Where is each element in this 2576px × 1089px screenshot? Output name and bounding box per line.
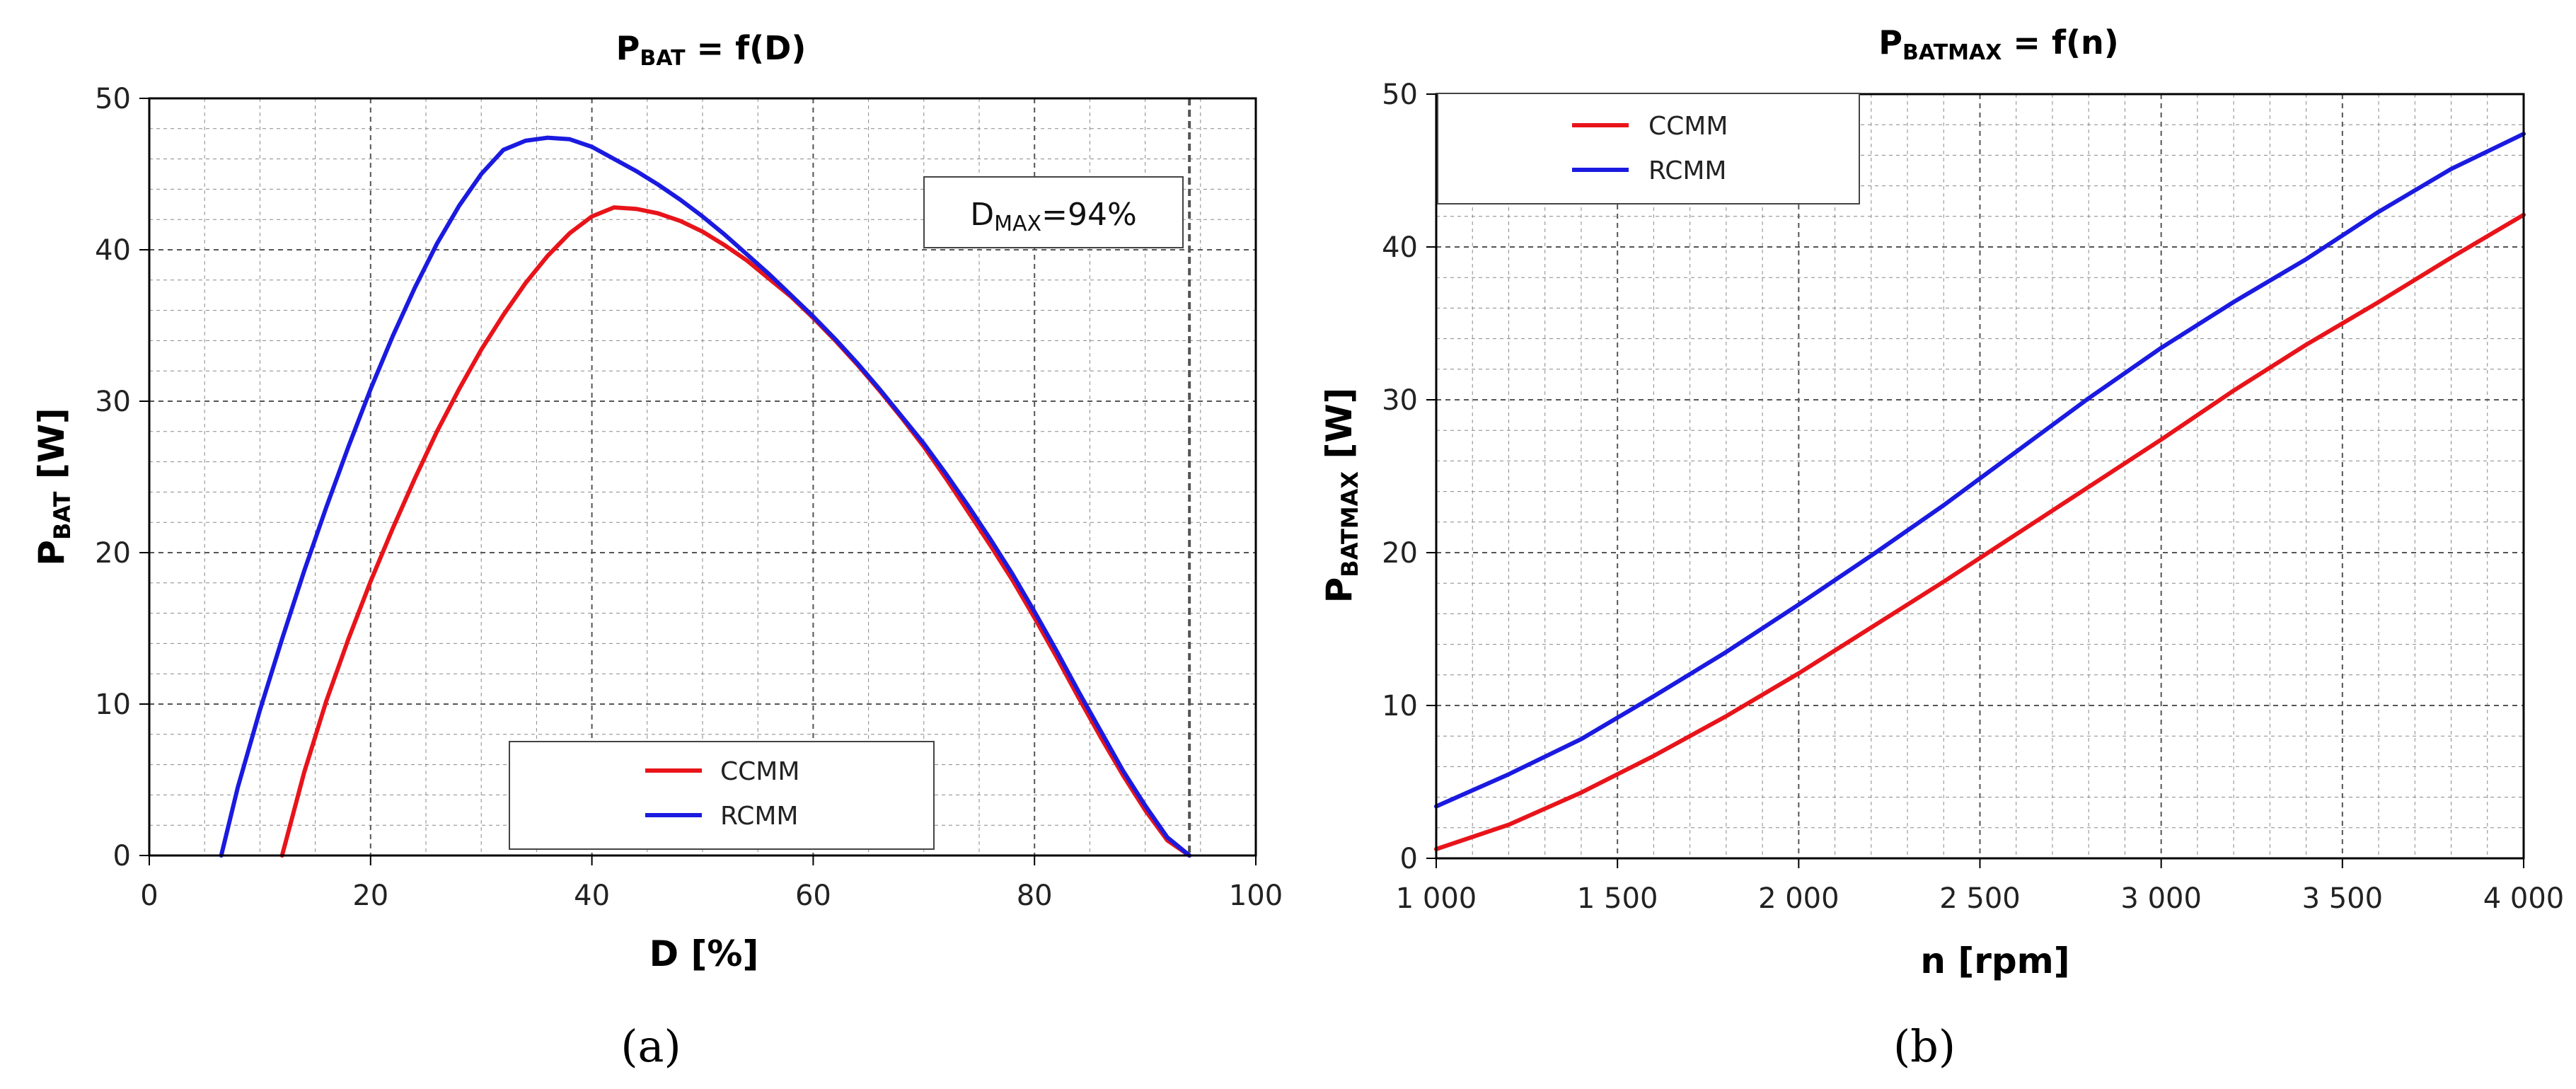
chart-b-legend-box <box>1437 93 1860 204</box>
chart-a-x-label: D [%] <box>649 933 759 974</box>
chart-a-title: PBAT = f(D) <box>616 29 807 71</box>
dmax-annotation: DMAX=94% <box>970 197 1137 236</box>
chart-a-plot-frame <box>148 97 1257 857</box>
series-line-ccmm <box>279 205 1192 858</box>
y-tick-label: 0 <box>1400 843 1418 875</box>
x-tick-label: 0 <box>140 880 158 912</box>
chart-a-major-grid <box>149 98 1256 855</box>
chart-b-legend-label-rcmm: RCMM <box>1648 156 1726 185</box>
chart-a-y-label: PBAT [W] <box>31 408 76 565</box>
x-tick-label: 3 500 <box>2302 882 2384 915</box>
x-tick-label: 1 000 <box>1396 882 1477 915</box>
x-tick-label: 4 000 <box>2483 882 2565 915</box>
y-tick-label: 30 <box>95 386 131 418</box>
x-tick-label: 2 000 <box>1758 882 1839 915</box>
chart-a-legend: CCMM RCMM <box>509 741 935 850</box>
chart-a: PBAT = f(D) 0 20 40 60 80 100 0 10 20 30 40 50 D [… <box>31 29 1283 1072</box>
y-tick-label: 40 <box>1382 231 1418 264</box>
chart-b-series <box>1434 132 2526 851</box>
y-tick-label: 50 <box>1382 79 1418 111</box>
chart-a-series <box>219 135 1192 858</box>
series-line-ccmm <box>1434 212 2526 851</box>
chart-b-x-label: n [rpm] <box>1920 940 2069 981</box>
y-tick-label: 30 <box>1382 384 1418 417</box>
x-tick-label: 2 500 <box>1939 882 2021 915</box>
y-tick-label: 0 <box>113 840 131 872</box>
x-tick-label: 1 500 <box>1577 882 1658 915</box>
y-tick-label: 10 <box>1382 690 1418 722</box>
x-tick-label: 80 <box>1017 880 1053 912</box>
chart-a-legend-label-ccmm: CCMM <box>720 757 799 786</box>
x-tick-label: 3 000 <box>2120 882 2202 915</box>
chart-b-legend: CCMM RCMM <box>1437 93 1860 204</box>
caption-b: (b) <box>1893 1020 1956 1072</box>
x-tick-label: 100 <box>1229 880 1283 912</box>
dmax-annotation-box <box>923 176 1184 248</box>
chart-b-x-ticks: 1 000 1 500 2 000 2 500 3 000 3 500 4 000 <box>1396 858 2565 915</box>
chart-b-legend-label-ccmm: CCMM <box>1648 112 1728 141</box>
chart-b-y-ticks: 0 10 20 30 40 50 <box>1382 79 1436 875</box>
x-tick-label: 20 <box>352 880 388 912</box>
caption-a: (a) <box>620 1020 681 1072</box>
y-tick-label: 50 <box>95 83 131 115</box>
x-tick-label: 40 <box>574 880 610 912</box>
chart-a-x-ticks: 0 20 40 60 80 100 <box>140 855 1283 912</box>
y-tick-label: 20 <box>95 537 131 570</box>
chart-a-y-ticks: 0 10 20 30 40 50 <box>95 83 149 872</box>
y-tick-label: 40 <box>95 234 131 267</box>
series-line-rcmm <box>219 135 1192 858</box>
y-tick-label: 10 <box>95 688 131 721</box>
y-tick-label: 20 <box>1382 537 1418 570</box>
chart-a-legend-label-rcmm: RCMM <box>720 802 798 831</box>
chart-b: PBATMAX = f(n) 1 000 1 500 2 000 2 500 3 000… <box>1319 23 2564 1072</box>
x-tick-label: 60 <box>795 880 831 912</box>
series-line-rcmm <box>1434 132 2526 809</box>
chart-a-legend-box <box>509 741 935 850</box>
chart-b-y-label: PBATMAX [W] <box>1319 388 1363 604</box>
chart-b-title: PBATMAX = f(n) <box>1878 23 2119 65</box>
